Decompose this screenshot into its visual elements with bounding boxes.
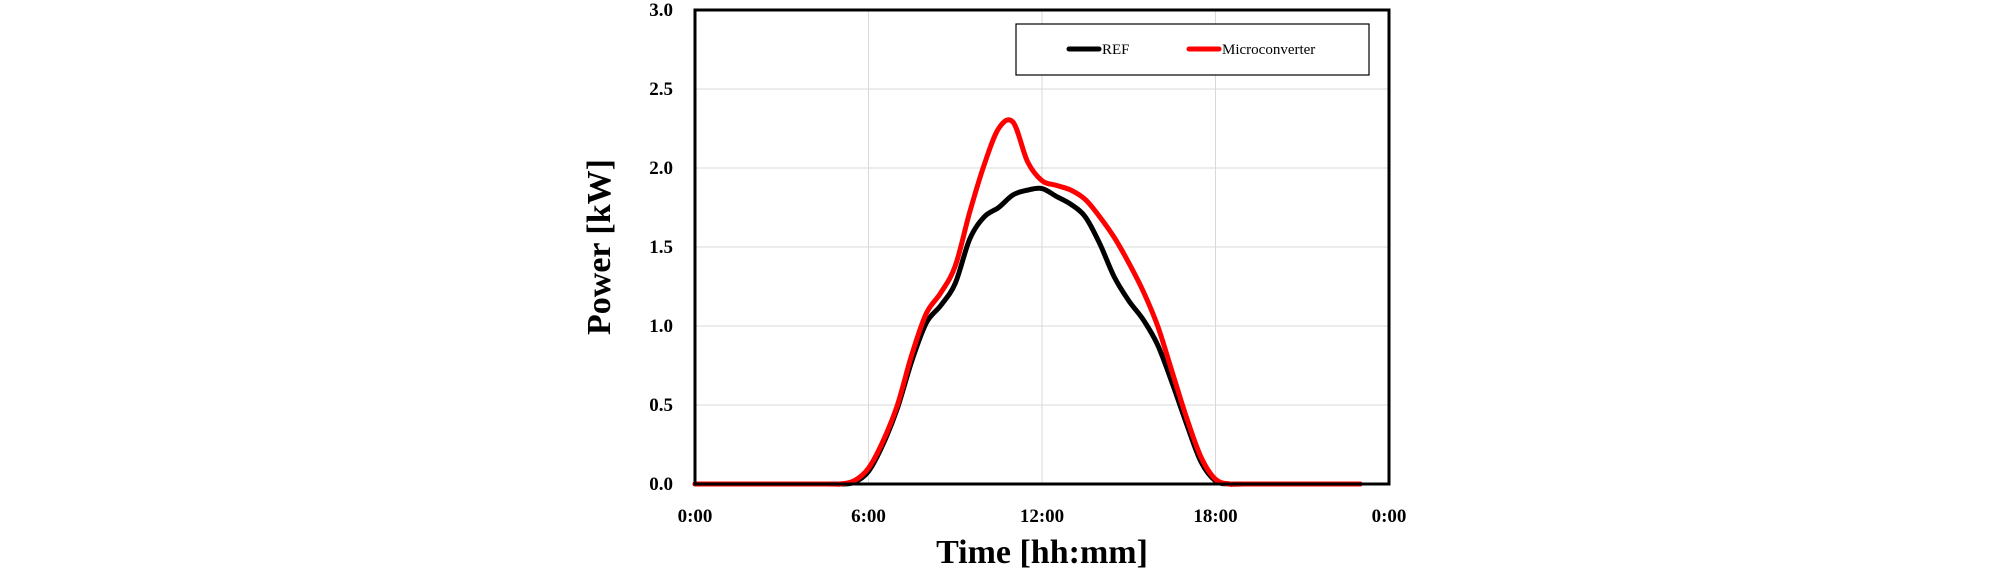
y-tick-label: 3.0	[649, 0, 673, 21]
series-layer	[692, 117, 1363, 487]
y-tick-label: 2.0	[649, 158, 673, 179]
grid	[695, 10, 1389, 484]
y-tick-label: 0.0	[649, 474, 673, 495]
y-tick-label: 1.5	[649, 237, 673, 258]
y-tick-label: 1.0	[649, 316, 673, 337]
legend: REF Microconverter	[1015, 23, 1370, 76]
x-tick-label: 0:00	[1372, 506, 1407, 527]
series-line-microconverter	[692, 117, 1363, 487]
x-tick-label: 12:00	[1020, 506, 1064, 527]
x-tick-label: 6:00	[851, 506, 886, 527]
y-tick-label: 2.5	[649, 79, 673, 100]
legend-label-microconverter: Microconverter	[1222, 42, 1315, 58]
legend-label-ref: REF	[1102, 42, 1130, 58]
x-axis-title: Time [hh:mm]	[936, 534, 1148, 571]
series-line-ref	[692, 185, 1363, 487]
y-tick-label: 0.5	[649, 395, 673, 416]
x-tick-label: 0:00	[678, 506, 713, 527]
x-tick-label: 18:00	[1193, 506, 1237, 527]
plot-frame	[693, 8, 1391, 486]
tick-labels: 0.0 0.5 1.0 1.5 2.0 2.5 3.0 0:00 6:00 12:00 18:00 0…	[649, 0, 1406, 527]
y-axis-title: Power [kW]	[581, 159, 618, 335]
